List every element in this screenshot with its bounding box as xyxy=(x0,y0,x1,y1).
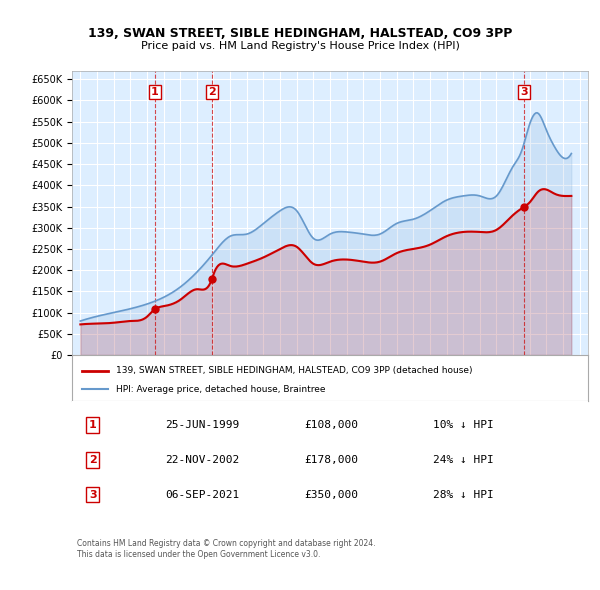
Point xyxy=(104,386,112,393)
Text: £108,000: £108,000 xyxy=(304,420,358,430)
Text: Contains HM Land Registry data © Crown copyright and database right 2024.
This d: Contains HM Land Registry data © Crown c… xyxy=(77,539,376,559)
Text: 24% ↓ HPI: 24% ↓ HPI xyxy=(433,455,494,465)
Text: 2: 2 xyxy=(89,455,97,465)
Point xyxy=(104,368,112,375)
Text: HPI: Average price, detached house, Braintree: HPI: Average price, detached house, Brai… xyxy=(116,385,325,394)
Point xyxy=(79,386,86,393)
Text: £350,000: £350,000 xyxy=(304,490,358,500)
Text: 139, SWAN STREET, SIBLE HEDINGHAM, HALSTEAD, CO9 3PP (detached house): 139, SWAN STREET, SIBLE HEDINGHAM, HALST… xyxy=(116,366,472,375)
Text: 3: 3 xyxy=(521,87,528,97)
Text: 1: 1 xyxy=(89,420,97,430)
Text: 3: 3 xyxy=(89,490,97,500)
Text: 2: 2 xyxy=(208,87,215,97)
Text: £178,000: £178,000 xyxy=(304,455,358,465)
Text: 06-SEP-2021: 06-SEP-2021 xyxy=(165,490,239,500)
Text: 1: 1 xyxy=(151,87,159,97)
Text: 28% ↓ HPI: 28% ↓ HPI xyxy=(433,490,494,500)
Text: 22-NOV-2002: 22-NOV-2002 xyxy=(165,455,239,465)
Point xyxy=(79,368,86,375)
Text: 25-JUN-1999: 25-JUN-1999 xyxy=(165,420,239,430)
Text: 139, SWAN STREET, SIBLE HEDINGHAM, HALSTEAD, CO9 3PP: 139, SWAN STREET, SIBLE HEDINGHAM, HALST… xyxy=(88,27,512,40)
Text: Price paid vs. HM Land Registry's House Price Index (HPI): Price paid vs. HM Land Registry's House … xyxy=(140,41,460,51)
Text: 10% ↓ HPI: 10% ↓ HPI xyxy=(433,420,494,430)
